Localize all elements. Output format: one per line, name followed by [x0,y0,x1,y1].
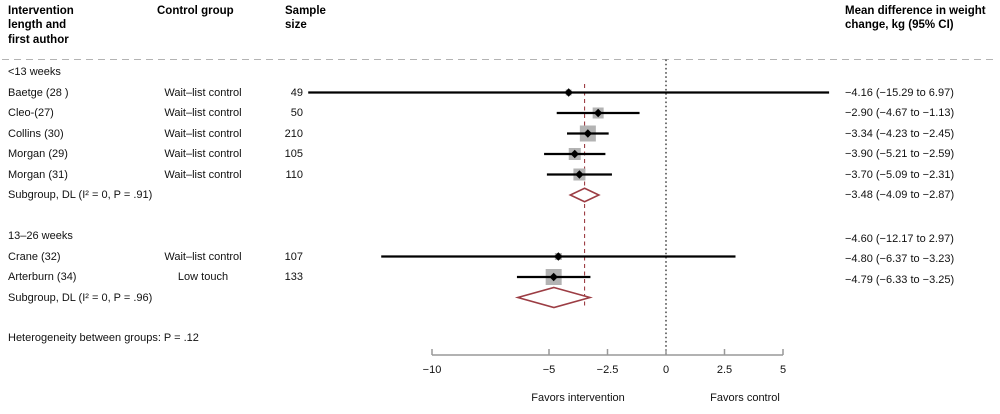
study-n: 107 [284,250,303,263]
header-study-column: Intervention length and first author [8,5,74,46]
study-ci-text: −2.90 (−4.67 to −1.13) [845,107,955,119]
subgroup-label: Subgroup, DL (I² = 0, P = .91) [8,189,153,201]
study-control: Wait–list control [164,168,242,181]
point-estimate-marker [554,252,563,261]
study-ci-text: −3.90 (−5.21 to −2.59) [845,148,955,160]
x-axis-tick-label: 5 [779,364,787,376]
study-n: 50 [290,107,303,119]
point-estimate-marker [570,149,579,159]
summary-diamond [568,187,601,203]
study-control: Wait–list control [164,127,242,140]
subgroup-ci-text: −4.79 (−6.33 to −3.25) [845,273,955,286]
group-label: 13–26 weeks [8,230,73,242]
study-ci-text: −3.70 (−5.09 to −2.31) [845,168,955,181]
study-control: Wait–list control [164,86,242,99]
study-n: 110 [285,168,303,181]
x-axis-tick-label: 2.5 [716,364,733,376]
study-label: Morgan (31) [8,168,68,181]
study-n: 49 [290,86,303,99]
study-ci-text: −4.80 (−6.37 to −3.23) [845,253,955,265]
point-estimate-marker [593,108,603,118]
header-control-column: Control group [157,5,234,17]
study-label: Collins (30) [8,127,64,140]
x-axis-tick-label: 0 [662,364,670,376]
study-label: Crane (32) [8,250,61,263]
heterogeneity-note: Heterogeneity between groups: P = .12 [8,332,199,344]
study-control: Wait–list control [164,148,242,160]
study-n: 133 [284,271,303,283]
favors-intervention-label: Favors intervention [531,392,625,404]
point-estimate-marker [564,88,573,97]
study-label: Morgan (29) [8,148,68,160]
x-axis-tick-label: −2.5 [596,364,619,376]
header-ci-column: Mean difference in weight change, kg (95… [845,5,986,32]
point-estimate-marker [575,170,584,179]
study-n: 105 [284,148,303,160]
group-label: <13 weeks [8,66,61,78]
point-estimate-marker [549,272,558,282]
study-ci-text: −3.34 (−4.23 to −2.45) [845,127,955,140]
summary-diamond [514,286,593,309]
study-control: Wait–list control [164,107,242,119]
study-ci-text: −4.60 (−12.17 to 2.97) [845,232,954,245]
study-control: Low touch [177,271,229,283]
x-axis-tick-label: −5 [542,364,556,376]
study-n: 210 [284,127,303,140]
x-axis-tick-label: −10 [422,364,442,376]
favors-control-label: Favors control [710,392,780,404]
point-estimate-marker [583,129,593,138]
study-label: Arterburn (34) [8,271,77,283]
study-label: Baetge (28 ) [8,86,69,99]
subgroup-label: Subgroup, DL (I² = 0, P = .96) [8,291,153,304]
study-ci-text: −4.16 (−15.29 to 6.97) [845,86,954,99]
subgroup-ci-text: −3.48 (−4.09 to −2.87) [845,189,955,201]
study-control: Wait–list control [164,250,242,263]
study-label: Cleo-(27) [8,107,54,119]
header-sample-column: Sample size [285,5,326,32]
